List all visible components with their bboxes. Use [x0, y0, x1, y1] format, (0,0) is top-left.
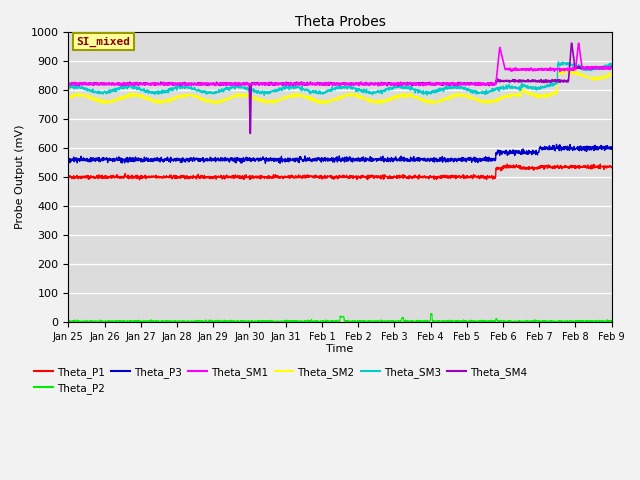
Theta_SM2 [314, 98, 322, 104]
Theta_P3 [314, 155, 322, 160]
Theta_SM1 [493, 76, 500, 82]
Theta_P3 [553, 142, 561, 147]
Theta_P2 [608, 319, 616, 324]
Theta_SM3 [92, 88, 100, 94]
Theta_SM4 [92, 81, 100, 86]
Theta_P3 [493, 152, 500, 157]
Theta_P1 [314, 173, 322, 179]
Theta_SM2 [92, 97, 100, 103]
Theta_P2 [314, 318, 322, 324]
Line: Theta_SM2: Theta_SM2 [68, 70, 612, 104]
Theta_SM2 [493, 96, 500, 101]
Theta_SM4 [593, 65, 600, 71]
Theta_SM1 [374, 83, 382, 89]
Theta_SM1 [593, 66, 600, 72]
Legend: Theta_P1, Theta_P2, Theta_P3, Theta_SM1, Theta_SM2, Theta_SM3, Theta_SM4: Theta_P1, Theta_P2, Theta_P3, Theta_SM1,… [30, 362, 531, 398]
Theta_P2 [593, 318, 600, 324]
Theta_P2 [77, 319, 84, 324]
Theta_SM3 [593, 64, 600, 70]
Theta_SM4 [314, 81, 322, 87]
Line: Theta_P3: Theta_P3 [68, 144, 612, 163]
Theta_P2 [65, 318, 72, 324]
Theta_P1 [593, 164, 600, 170]
Line: Theta_P2: Theta_P2 [68, 313, 612, 322]
Theta_SM4 [608, 65, 616, 71]
Theta_SM1 [608, 65, 616, 71]
Theta_P3 [276, 160, 284, 166]
Theta_P3 [92, 155, 100, 161]
Theta_SM3 [593, 64, 600, 70]
Theta_SM2 [593, 75, 600, 81]
Theta_SM3 [555, 59, 563, 65]
Theta_SM1 [314, 81, 322, 87]
Text: SI_mixed: SI_mixed [76, 36, 131, 47]
Y-axis label: Probe Output (mV): Probe Output (mV) [15, 125, 25, 229]
Theta_P2 [92, 318, 100, 324]
Theta_SM3 [65, 84, 72, 90]
Theta_P3 [65, 158, 72, 164]
Theta_SM3 [314, 91, 322, 97]
Theta_P3 [608, 146, 616, 152]
Theta_P1 [329, 175, 337, 180]
Theta_P2 [427, 311, 435, 316]
Theta_SM3 [493, 86, 500, 92]
Theta_P1 [493, 166, 500, 171]
Theta_P2 [329, 318, 337, 324]
Theta_SM4 [329, 82, 337, 88]
Theta_SM1 [92, 82, 100, 87]
Theta_P1 [65, 174, 72, 180]
Theta_SM2 [375, 101, 383, 107]
Theta_P3 [593, 147, 600, 153]
X-axis label: Time: Time [326, 344, 354, 354]
Theta_SM2 [593, 76, 600, 82]
Theta_SM3 [608, 61, 616, 67]
Theta_P1 [608, 165, 616, 170]
Theta_P1 [92, 174, 100, 180]
Line: Theta_SM4: Theta_SM4 [68, 43, 612, 133]
Theta_SM4 [568, 40, 575, 46]
Line: Theta_P1: Theta_P1 [68, 164, 612, 180]
Theta_SM2 [329, 97, 337, 103]
Theta_SM4 [65, 81, 72, 86]
Theta_SM1 [593, 65, 600, 71]
Theta_P2 [593, 317, 600, 323]
Theta_P3 [593, 145, 600, 151]
Theta_SM4 [246, 131, 254, 136]
Theta_SM3 [329, 87, 337, 93]
Theta_P1 [504, 161, 511, 167]
Line: Theta_SM1: Theta_SM1 [68, 43, 612, 86]
Theta_SM1 [329, 80, 337, 86]
Theta_P2 [493, 316, 500, 322]
Title: Theta Probes: Theta Probes [294, 15, 385, 29]
Theta_P3 [329, 159, 337, 165]
Theta_SM2 [65, 94, 72, 100]
Line: Theta_SM3: Theta_SM3 [68, 62, 612, 95]
Theta_SM1 [65, 82, 72, 87]
Theta_P1 [593, 164, 600, 169]
Theta_SM4 [493, 80, 500, 85]
Theta_SM2 [608, 72, 616, 78]
Theta_SM2 [559, 67, 566, 73]
Theta_SM4 [593, 66, 600, 72]
Theta_P1 [136, 177, 143, 183]
Theta_SM3 [260, 92, 268, 98]
Theta_SM1 [575, 40, 582, 46]
